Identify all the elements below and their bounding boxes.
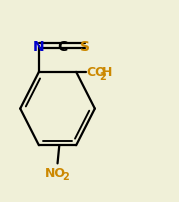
Text: H: H xyxy=(101,66,112,79)
Text: 2: 2 xyxy=(99,71,106,81)
Text: NO: NO xyxy=(45,166,66,179)
Text: 2: 2 xyxy=(62,171,69,181)
Text: N: N xyxy=(33,40,45,53)
Text: C: C xyxy=(57,40,67,53)
Text: CO: CO xyxy=(87,66,107,79)
Text: S: S xyxy=(80,40,90,53)
